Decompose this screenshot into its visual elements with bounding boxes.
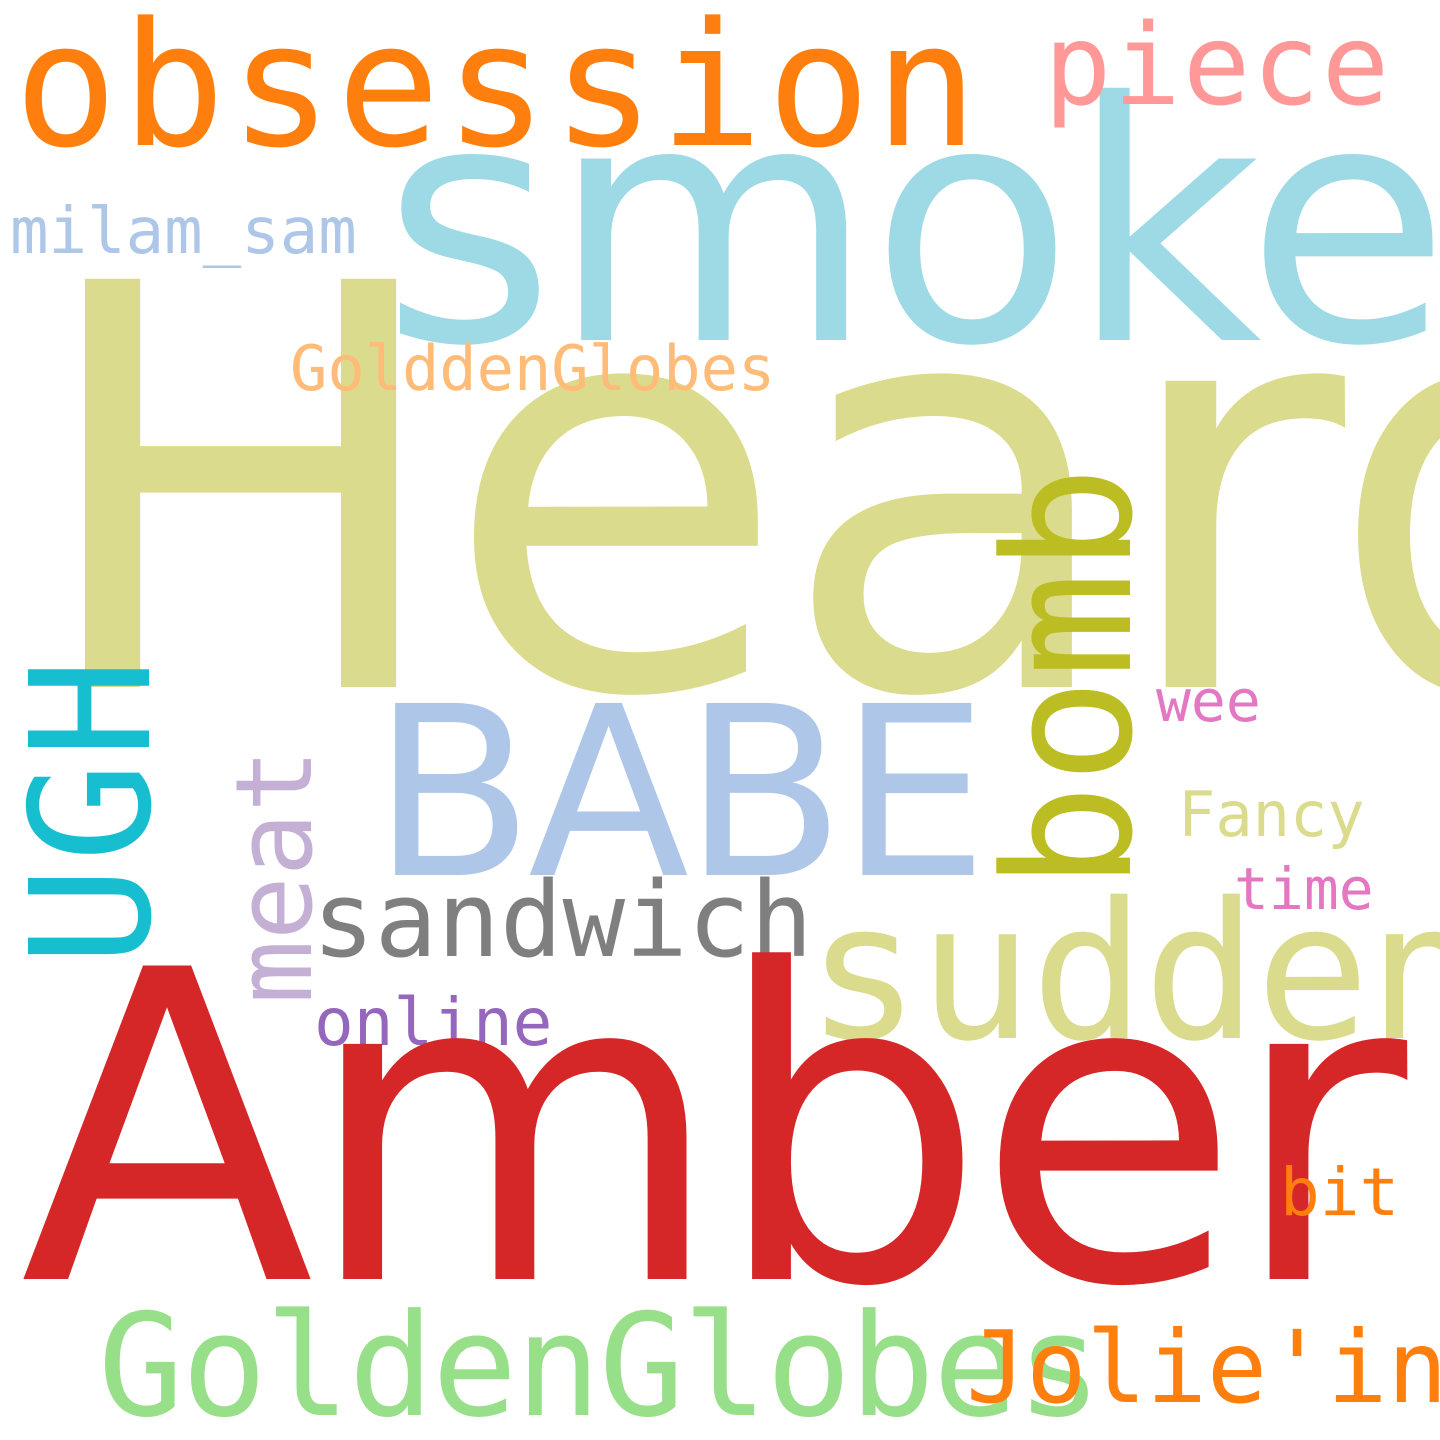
word-heard: Heard — [30, 168, 1440, 820]
word-sandwich: sandwich — [312, 859, 813, 981]
word-milam-sam: milam_sam — [10, 195, 357, 269]
word-babe: BABE — [372, 656, 988, 931]
word-goldenglobes: GoldenGlobes — [98, 1284, 1102, 1440]
word-bomb: bomb — [967, 466, 1172, 890]
word-smoke: smoke — [382, 33, 1440, 419]
word-jolieing: Jolie'ing — [966, 1309, 1440, 1426]
word-piece: piece — [1044, 1, 1392, 131]
word-amber: Amber — [20, 881, 1407, 1381]
word-wee: wee — [1156, 667, 1261, 735]
word-time: time — [1234, 855, 1374, 923]
word-bit: bit — [1280, 1154, 1400, 1231]
word-online: online — [314, 984, 553, 1061]
word-obsession: obsession — [14, 0, 982, 186]
word-golddenglobes: GolddenGlobes — [290, 332, 776, 405]
word-fancy: Fancy — [1178, 778, 1365, 851]
word-sudden: sudden — [806, 862, 1440, 1083]
